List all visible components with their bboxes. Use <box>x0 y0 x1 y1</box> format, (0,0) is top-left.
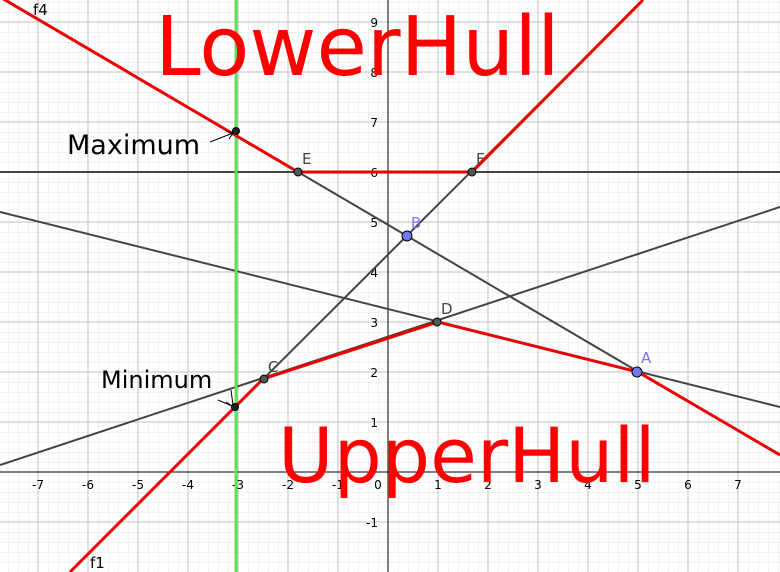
points <box>231 127 643 411</box>
point-label: A <box>641 349 652 367</box>
y-tick-label: 9 <box>370 16 378 30</box>
point-f <box>467 167 477 177</box>
arrow-max <box>209 130 234 143</box>
y-tick-label: 1 <box>370 416 378 430</box>
x-tick-label: 2 <box>484 478 492 492</box>
x-tick-label: -3 <box>232 478 244 492</box>
x-tick-label: 3 <box>534 478 542 492</box>
y-tick-label: 2 <box>370 366 378 380</box>
point-d <box>432 317 442 327</box>
x-tick-label: 0 <box>374 478 382 492</box>
point-min <box>231 403 239 411</box>
arrows <box>209 130 234 407</box>
x-tick-label: -4 <box>182 478 194 492</box>
y-tick-label: 8 <box>370 66 378 80</box>
line-da <box>0 211 780 408</box>
x-tick-label: -6 <box>82 478 94 492</box>
point-c <box>259 374 269 384</box>
point-b <box>401 230 413 242</box>
function-label: f4 <box>33 1 48 19</box>
line-cd <box>0 206 780 466</box>
x-tick-label: -7 <box>32 478 44 492</box>
point-label: D <box>441 300 453 318</box>
x-tick-label: -2 <box>282 478 294 492</box>
x-tick-label: -1 <box>332 478 344 492</box>
x-tick-label: 7 <box>734 478 742 492</box>
annotation: Minimum <box>101 366 212 394</box>
x-tick-label: 6 <box>684 478 692 492</box>
annotation: Maximum <box>67 130 200 161</box>
y-tick-label: 3 <box>370 316 378 330</box>
point-label: B <box>411 214 421 232</box>
lower-hull <box>2 0 645 174</box>
region-label: LowerHull <box>155 0 560 95</box>
x-tick-label: 1 <box>434 478 442 492</box>
point-label: F <box>476 150 485 168</box>
y-tick-label: 7 <box>370 116 378 130</box>
point-e <box>293 167 303 177</box>
point-max <box>232 127 240 135</box>
x-tick-label: -5 <box>132 478 144 492</box>
point-label: E <box>302 150 311 168</box>
point-label: C <box>268 358 278 376</box>
x-tick-label: 4 <box>584 478 592 492</box>
y-tick-label: 4 <box>370 266 378 280</box>
y-tick-label: -1 <box>366 516 378 530</box>
y-tick-label: 5 <box>370 216 378 230</box>
point-a <box>631 366 643 378</box>
arrow-min <box>217 389 234 407</box>
region-label: UpperHull <box>278 411 656 500</box>
x-tick-label: 5 <box>634 478 642 492</box>
function-label: f1 <box>90 554 105 572</box>
